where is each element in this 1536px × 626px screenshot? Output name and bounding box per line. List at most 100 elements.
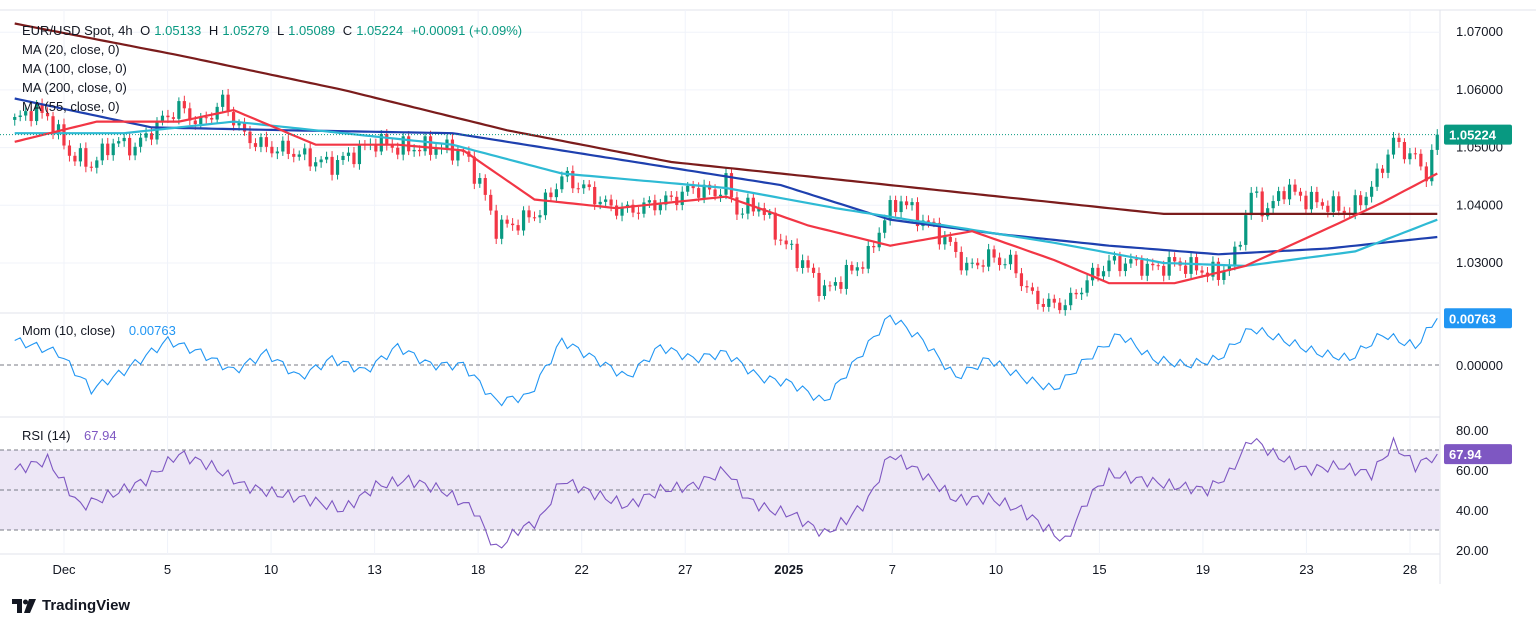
candle-body xyxy=(303,148,307,155)
ma100-legend[interactable]: MA (100, close, 0) xyxy=(22,61,127,76)
candle-body xyxy=(1019,273,1024,287)
rsi-tick-label: 20.00 xyxy=(1456,543,1489,558)
candle-body xyxy=(806,260,810,268)
candle-body xyxy=(407,136,411,152)
candle-body xyxy=(149,133,154,140)
candle-body xyxy=(199,117,203,125)
candle-body xyxy=(926,220,931,222)
candle-body xyxy=(1107,260,1111,272)
candle-body xyxy=(1014,254,1018,274)
open-label: O xyxy=(140,23,151,38)
candle-body xyxy=(1282,191,1286,200)
rsi-band xyxy=(0,450,1440,530)
x-tick-label: 19 xyxy=(1196,562,1210,577)
rsi-legend[interactable]: RSI (14) 67.94 xyxy=(22,428,121,443)
ma55-legend[interactable]: MA (55, close, 0) xyxy=(22,99,120,114)
candle-body xyxy=(970,262,974,264)
candle-body xyxy=(1249,192,1253,216)
candle-body xyxy=(724,173,728,195)
candle-body xyxy=(883,220,887,233)
candle-body xyxy=(560,176,564,190)
candle-body xyxy=(1430,149,1434,182)
x-tick-label: 27 xyxy=(678,562,692,577)
candle-body xyxy=(888,200,892,221)
candle-body xyxy=(511,223,515,226)
candle-body xyxy=(718,194,723,197)
candle-body xyxy=(1151,263,1155,266)
candle-body xyxy=(1309,191,1314,210)
candle-body xyxy=(527,210,531,218)
candle-body xyxy=(932,221,936,223)
ma20-legend[interactable]: MA (20, close, 0) xyxy=(22,42,120,57)
candle-body xyxy=(554,189,558,198)
x-tick-label: 10 xyxy=(989,562,1003,577)
candle-body xyxy=(489,194,493,211)
candle-body xyxy=(29,111,33,122)
candle-body xyxy=(281,140,285,152)
candle-body xyxy=(904,201,909,206)
candle-body xyxy=(713,189,717,197)
candle-body xyxy=(1359,195,1363,206)
candle-body xyxy=(1364,196,1368,206)
x-tick-label: 5 xyxy=(164,562,171,577)
candle-body xyxy=(1080,292,1084,295)
candle-body xyxy=(686,185,690,192)
candle-body xyxy=(1391,137,1396,155)
candle-body xyxy=(128,137,132,156)
candle-body xyxy=(111,143,115,156)
candle-body xyxy=(390,144,394,148)
candle-body xyxy=(1244,215,1248,245)
candle-body xyxy=(631,204,635,213)
candle-body xyxy=(1255,191,1259,193)
candle-body xyxy=(571,170,575,189)
momentum-value-tag xyxy=(1444,308,1512,329)
candle-body xyxy=(456,150,460,161)
candle-body xyxy=(35,104,39,122)
close-value: 1.05224 xyxy=(356,23,404,38)
candle-body xyxy=(702,184,706,198)
candle-body xyxy=(1101,271,1106,277)
candle-body xyxy=(78,148,82,162)
candle-body xyxy=(959,251,963,271)
ma200-legend[interactable]: MA (200, close, 0) xyxy=(22,80,127,95)
candle-body xyxy=(319,159,323,163)
candle-body xyxy=(1233,246,1237,265)
candle-body xyxy=(1331,196,1335,212)
candle-body xyxy=(965,262,969,271)
candle-body xyxy=(691,185,695,189)
candle-body xyxy=(122,137,126,142)
x-tick-label: 7 xyxy=(889,562,896,577)
close-label: C xyxy=(342,23,353,38)
candle-body xyxy=(275,151,279,154)
momentum-legend[interactable]: Mom (10, close) 0.00763 xyxy=(22,323,180,338)
candle-body xyxy=(538,215,542,218)
candle-body xyxy=(1304,195,1308,210)
tradingview-logo[interactable]: TradingView xyxy=(12,597,130,614)
candle-body xyxy=(987,249,991,267)
candle-body xyxy=(1129,259,1133,264)
candle-body xyxy=(855,267,859,271)
open-value: 1.05133 xyxy=(154,23,202,38)
candle-body xyxy=(729,173,734,198)
candle-body xyxy=(182,101,186,109)
candle-body xyxy=(664,195,668,205)
candle-body xyxy=(1025,286,1029,288)
candle-body xyxy=(680,191,684,205)
candle-body xyxy=(937,222,941,245)
candle-body xyxy=(483,178,487,195)
candle-body xyxy=(1353,195,1357,214)
x-tick-label: 22 xyxy=(574,562,588,577)
candle-body xyxy=(412,149,416,152)
x-tick-label: 13 xyxy=(367,562,381,577)
candle-body xyxy=(308,148,312,167)
candle-body xyxy=(500,219,504,239)
candle-body xyxy=(341,155,345,161)
rsi-tick-label: 60.00 xyxy=(1456,463,1489,478)
candle-body xyxy=(84,148,88,167)
last-price-tag xyxy=(1444,124,1512,145)
candle-body xyxy=(374,144,378,152)
high-label: H xyxy=(208,23,219,38)
price-tick-label: 1.03000 xyxy=(1456,255,1503,270)
candle-body xyxy=(292,153,296,157)
